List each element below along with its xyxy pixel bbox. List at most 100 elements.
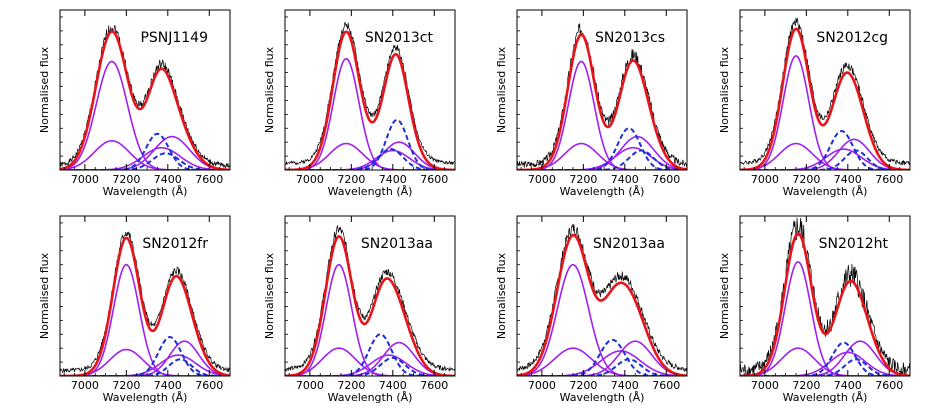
plot-area — [285, 21, 455, 170]
y-axis-label: Normalised flux — [38, 46, 51, 133]
dashed-component-5 — [517, 338, 687, 376]
x-tick-label: 7200 — [792, 379, 820, 392]
panel-6: 7000 7200 7400 7600 Wavelength (Å) Normalised… — [263, 215, 456, 404]
gaussian-component-4 — [517, 146, 687, 170]
observed-spectrum — [285, 224, 455, 373]
gaussian-component-1 — [517, 263, 687, 376]
gaussian-component-2 — [517, 142, 687, 170]
y-axis-label: Normalised flux — [263, 252, 276, 339]
total-fit-line — [740, 232, 910, 376]
plot-frame — [516, 215, 688, 377]
x-axis-label: Wavelength (Å) — [560, 391, 645, 404]
x-tick-label: 7400 — [834, 173, 862, 186]
gaussian-component-2 — [740, 347, 910, 376]
x-axis-label: Wavelength (Å) — [560, 185, 645, 198]
panel-7: 7000 7200 7400 7600 Wavelength (Å) Normalised… — [495, 215, 688, 404]
gaussian-component-1 — [740, 55, 910, 170]
x-tick-label: 7600 — [195, 379, 223, 392]
x-tick-label: 7400 — [154, 379, 182, 392]
x-tick-label: 7600 — [420, 379, 448, 392]
x-tick-label: 7000 — [296, 379, 324, 392]
plot-area — [60, 25, 230, 170]
panel-title: SN2013cs — [595, 30, 665, 46]
x-tick-label: 7000 — [751, 173, 779, 186]
x-tick-label: 7000 — [71, 173, 99, 186]
x-tick-label: 7200 — [112, 173, 140, 186]
total-fit-line — [60, 30, 230, 170]
dashed-component-5 — [517, 127, 687, 170]
total-fit-line — [740, 27, 910, 170]
y-axis-label: Normalised flux — [38, 252, 51, 339]
gaussian-component-4 — [285, 149, 455, 170]
gaussian-component-2 — [60, 139, 230, 170]
gaussian-component-3 — [517, 340, 687, 376]
plot-frame — [739, 9, 911, 171]
plot-frame — [59, 9, 231, 171]
gaussian-component-2 — [285, 142, 455, 170]
dashed-component-6 — [740, 149, 910, 170]
panel-title: SN2013aa — [361, 236, 433, 252]
panel-8: 7000 7200 7400 7600 Wavelength (Å) Normalised… — [718, 215, 911, 404]
x-axis-label: Wavelength (Å) — [103, 185, 188, 198]
x-axis-label: Wavelength (Å) — [328, 185, 413, 198]
gaussian-component-1 — [60, 263, 230, 376]
observed-spectrum — [740, 17, 910, 166]
x-tick-label: 7000 — [751, 379, 779, 392]
x-tick-label: 7600 — [652, 173, 680, 186]
observed-spectrum — [60, 231, 230, 374]
panel-title: SN2012fr — [142, 236, 208, 252]
observed-spectrum — [517, 23, 687, 168]
plot-frame — [284, 9, 456, 171]
x-tick-label: 7200 — [337, 379, 365, 392]
x-tick-label: 7000 — [528, 173, 556, 186]
x-tick-label: 7000 — [528, 379, 556, 392]
total-fit-line — [285, 30, 455, 170]
x-tick-label: 7600 — [875, 173, 903, 186]
y-axis-label: Normalised flux — [718, 46, 731, 133]
plot-area — [740, 17, 910, 170]
gaussian-component-3 — [60, 340, 230, 376]
x-tick-label: 7200 — [569, 173, 597, 186]
x-tick-label: 7400 — [834, 379, 862, 392]
x-tick-label: 7000 — [71, 379, 99, 392]
gaussian-component-4 — [60, 354, 230, 376]
gaussian-component-3 — [60, 135, 230, 170]
observed-spectrum — [740, 217, 910, 376]
gaussian-component-4 — [285, 354, 455, 376]
total-fit-line — [285, 235, 455, 376]
plot-frame — [284, 215, 456, 377]
total-fit-line — [60, 236, 230, 376]
x-tick-label: 7000 — [296, 173, 324, 186]
dashed-component-5 — [740, 130, 910, 170]
y-axis-label: Normalised flux — [263, 46, 276, 133]
x-tick-label: 7200 — [569, 379, 597, 392]
gaussian-component-2 — [285, 347, 455, 376]
plot-area — [517, 23, 687, 170]
panel-1: 7000 7200 7400 7600 Wavelength (Å) Normalised… — [38, 9, 231, 198]
x-tick-label: 7200 — [337, 173, 365, 186]
x-tick-label: 7400 — [154, 173, 182, 186]
x-tick-label: 7600 — [652, 379, 680, 392]
panel-4: 7000 7200 7400 7600 Wavelength (Å) Normalised… — [718, 9, 911, 198]
x-axis-label: Wavelength (Å) — [783, 185, 868, 198]
observed-spectrum — [60, 25, 230, 169]
x-tick-label: 7400 — [379, 173, 407, 186]
plot-frame — [516, 9, 688, 171]
gaussian-component-2 — [517, 347, 687, 376]
observed-spectrum — [285, 21, 455, 166]
x-tick-label: 7600 — [195, 173, 223, 186]
gaussian-component-3 — [740, 138, 910, 170]
x-tick-label: 7400 — [611, 173, 639, 186]
y-axis-label: Normalised flux — [718, 252, 731, 339]
panel-title: PSNJ1149 — [140, 30, 208, 46]
x-axis-label: Wavelength (Å) — [103, 391, 188, 404]
gaussian-component-3 — [740, 340, 910, 376]
x-tick-label: 7200 — [792, 173, 820, 186]
panel-5: 7000 7200 7400 7600 Wavelength (Å) Normalised… — [38, 215, 231, 404]
plot-frame — [59, 215, 231, 377]
x-tick-label: 7200 — [112, 379, 140, 392]
x-tick-label: 7400 — [611, 379, 639, 392]
gaussian-component-3 — [285, 141, 455, 170]
gaussian-component-3 — [517, 135, 687, 170]
